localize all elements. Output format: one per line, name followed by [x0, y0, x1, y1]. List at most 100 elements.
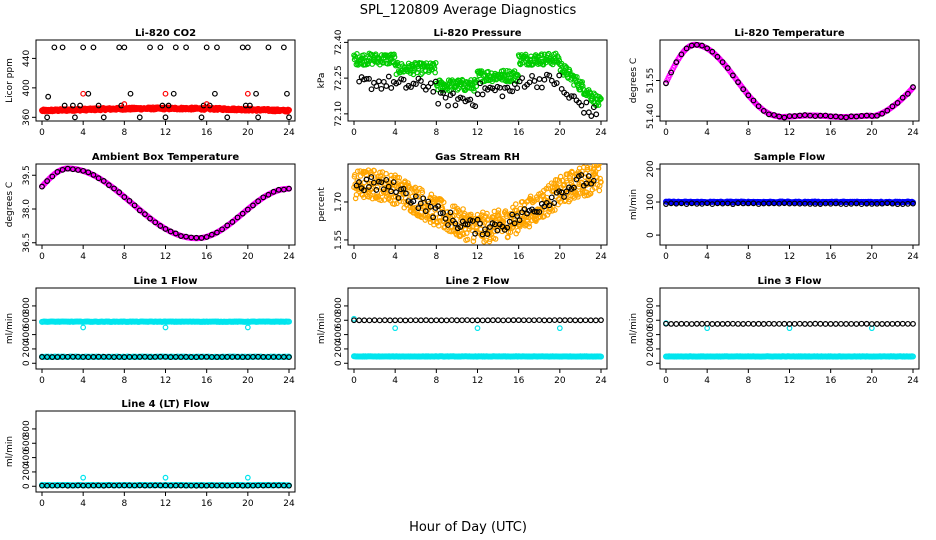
data-point: [541, 76, 548, 83]
y-axis-label: percent: [317, 187, 327, 222]
data-point: [577, 317, 584, 324]
data-point: [470, 238, 477, 245]
data-point: [546, 202, 553, 209]
data-point: [590, 177, 597, 184]
data-point: [472, 103, 479, 110]
panel-title: Li-820 Pressure: [433, 28, 521, 39]
data-point: [147, 44, 153, 51]
data-point: [479, 317, 486, 324]
data-point: [492, 236, 499, 242]
data-point: [884, 320, 891, 327]
data-point: [771, 320, 777, 327]
y-axis-label: degrees C: [629, 58, 639, 103]
data-point: [366, 317, 373, 324]
data-point: [127, 90, 134, 97]
data-point: [427, 203, 434, 210]
data-point: [551, 317, 558, 324]
data-point: [490, 317, 496, 324]
x-tick-label: 16: [825, 252, 837, 262]
series-2: [39, 165, 292, 241]
x-tick-label: 24: [283, 499, 295, 509]
data-point: [729, 320, 736, 327]
data-point: [391, 201, 398, 207]
data-point: [879, 110, 886, 117]
data-point: [381, 317, 388, 324]
y-tick-label: 51.55: [646, 68, 656, 94]
data-point: [822, 112, 829, 119]
data-point: [594, 174, 600, 181]
data-point: [445, 102, 451, 109]
data-point: [750, 321, 757, 327]
data-point: [597, 175, 603, 182]
y-axis-label: ml/min: [5, 436, 15, 467]
y-axis-label: ml/min: [629, 189, 639, 220]
data-point: [61, 102, 68, 109]
x-tick-label: 20: [554, 252, 566, 262]
data-point: [244, 474, 251, 481]
data-point: [509, 88, 516, 95]
data-point: [474, 317, 481, 324]
data-point: [536, 76, 543, 82]
data-point: [910, 84, 916, 90]
data-point: [375, 193, 382, 200]
data-point: [167, 228, 174, 235]
data-point: [776, 320, 783, 327]
data-point: [162, 474, 169, 481]
data-point: [534, 196, 540, 203]
x-tick-label: 24: [907, 128, 919, 138]
x-tick-label: 16: [201, 376, 213, 386]
data-point: [239, 44, 246, 51]
data-point: [467, 96, 474, 103]
series-3: [39, 482, 292, 489]
data-point: [435, 203, 441, 210]
data-point: [874, 321, 880, 327]
data-point: [724, 65, 731, 71]
x-tick-label: 20: [866, 376, 878, 386]
data-point: [136, 114, 143, 121]
data-point: [517, 223, 523, 230]
data-point: [385, 183, 392, 190]
data-point: [668, 320, 675, 327]
data-point: [464, 221, 471, 228]
data-point: [80, 324, 87, 331]
data-point: [822, 321, 829, 327]
data-point: [719, 321, 726, 327]
data-point: [280, 44, 287, 51]
data-point: [415, 66, 422, 72]
y-tick-label: 0: [334, 360, 344, 366]
data-point: [452, 220, 459, 227]
y-axis-label: ml/min: [629, 313, 639, 344]
data-point: [412, 317, 419, 324]
x-tick-label: 20: [554, 376, 566, 386]
data-point: [400, 76, 407, 83]
data-point: [515, 72, 521, 79]
data-point: [575, 194, 581, 200]
data-point: [432, 78, 439, 85]
data-point: [260, 194, 267, 201]
data-point: [592, 317, 599, 324]
data-point: [688, 321, 695, 327]
data-point: [510, 317, 517, 324]
data-point: [477, 80, 484, 87]
data-point: [417, 78, 424, 84]
x-tick-label: 8: [433, 128, 439, 138]
data-point: [699, 42, 705, 49]
data-point: [203, 234, 210, 240]
data-point: [152, 219, 159, 226]
data-point: [443, 317, 450, 324]
data-point: [724, 200, 731, 207]
data-point: [116, 44, 123, 51]
data-point: [412, 193, 419, 200]
y-tick-label: 360: [22, 108, 32, 125]
data-point: [556, 325, 563, 332]
data-point: [832, 113, 839, 120]
x-tick-label: 16: [825, 376, 837, 386]
plot-area: [662, 41, 916, 121]
data-point: [44, 178, 51, 184]
panel-title: Line 3 Flow: [758, 276, 822, 287]
data-point: [380, 186, 387, 193]
data-point: [214, 44, 220, 51]
data-point: [531, 317, 538, 324]
plot-area: [351, 164, 604, 245]
